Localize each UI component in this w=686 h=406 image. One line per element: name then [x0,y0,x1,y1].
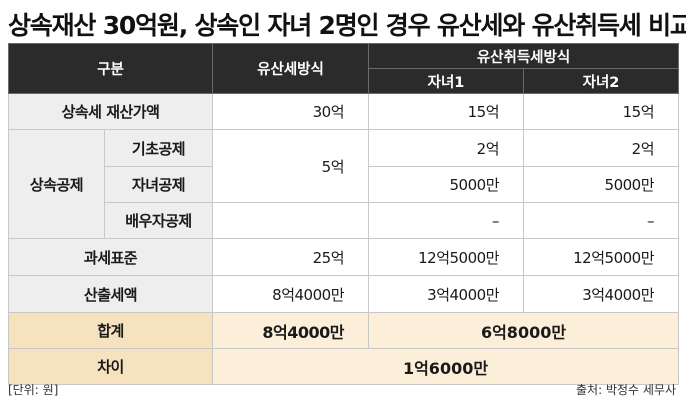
table-row-children-deduction: 자녀공제 5000만 5000만 [9,166,680,203]
cell-child2: 5000만 [522,166,680,203]
page-title: 상속재산 30억원, 상속인 자녀 2명인 경우 유산세와 유산취득세 비교 [8,11,686,40]
row-label: 차이 [8,348,213,385]
header-child1: 자녀1 [368,68,524,94]
table-row-difference: 차이 1억6000만 [8,348,680,385]
row-label: 배우자공제 [104,202,213,239]
row-label: 산출세액 [8,275,213,313]
header-child2: 자녀2 [522,68,680,94]
cell-estate-total: 8억4000만 [212,312,369,349]
cell-child1: 3억4000만 [368,275,524,313]
cell-child2: 3억4000만 [522,275,680,313]
cell-child1: 2억 [368,129,524,167]
cell-child1: 12억5000만 [368,238,524,276]
cell-child2: 12억5000만 [522,238,680,276]
cell-difference: 1억6000만 [211,348,680,385]
cell-child1: 5000만 [368,166,524,203]
table-row-tax-base: 과세표준 25억 12억5000만 12억5000만 [8,238,680,276]
cell-child2: – [522,202,680,239]
table-row-basic-deduction: 상속공제 기초공제 5억 2억 2억 [8,129,680,239]
cell-estate: 30억 [212,93,369,130]
comparison-table: 구분 유산세방식 유산취득세방식 자녀1 자녀2 상속세 재산가액 30억 15… [8,43,680,385]
cell-inheritance-total: 6억8000만 [367,312,680,349]
row-group-label: 상속공제 [8,129,105,239]
cell-estate-deduction: 5억 [212,129,369,203]
row-label: 합계 [8,312,213,349]
cell-estate [212,202,369,239]
cell-child2: 15억 [522,93,680,130]
cell-child2: 2억 [522,129,680,167]
unit-note: [단위: 원] [8,383,59,397]
row-label: 상속세 재산가액 [8,93,213,130]
row-label: 과세표준 [8,238,213,276]
header-inheritance-tax-method: 유산취득세방식 [367,43,680,69]
header-category: 구분 [8,43,213,94]
table-row-taxable-value: 상속세 재산가액 30억 15억 15억 [8,93,680,130]
source-note: 출처: 박정수 세무사 [576,383,676,397]
row-label: 기초공제 [104,129,213,167]
cell-estate: 8억4000만 [212,275,369,313]
cell-child1: 15억 [368,93,524,130]
table-row-total: 합계 8억4000만 6억8000만 [8,312,680,349]
cell-estate: 25억 [212,238,369,276]
table-row-calculated-tax: 산출세액 8억4000만 3억4000만 3억4000만 [8,275,680,313]
row-label: 자녀공제 [104,166,213,203]
table-row-spouse-deduction: 배우자공제 – – [9,202,680,239]
cell-child1: – [368,202,524,239]
header-estate-tax-method: 유산세방식 [212,43,369,94]
